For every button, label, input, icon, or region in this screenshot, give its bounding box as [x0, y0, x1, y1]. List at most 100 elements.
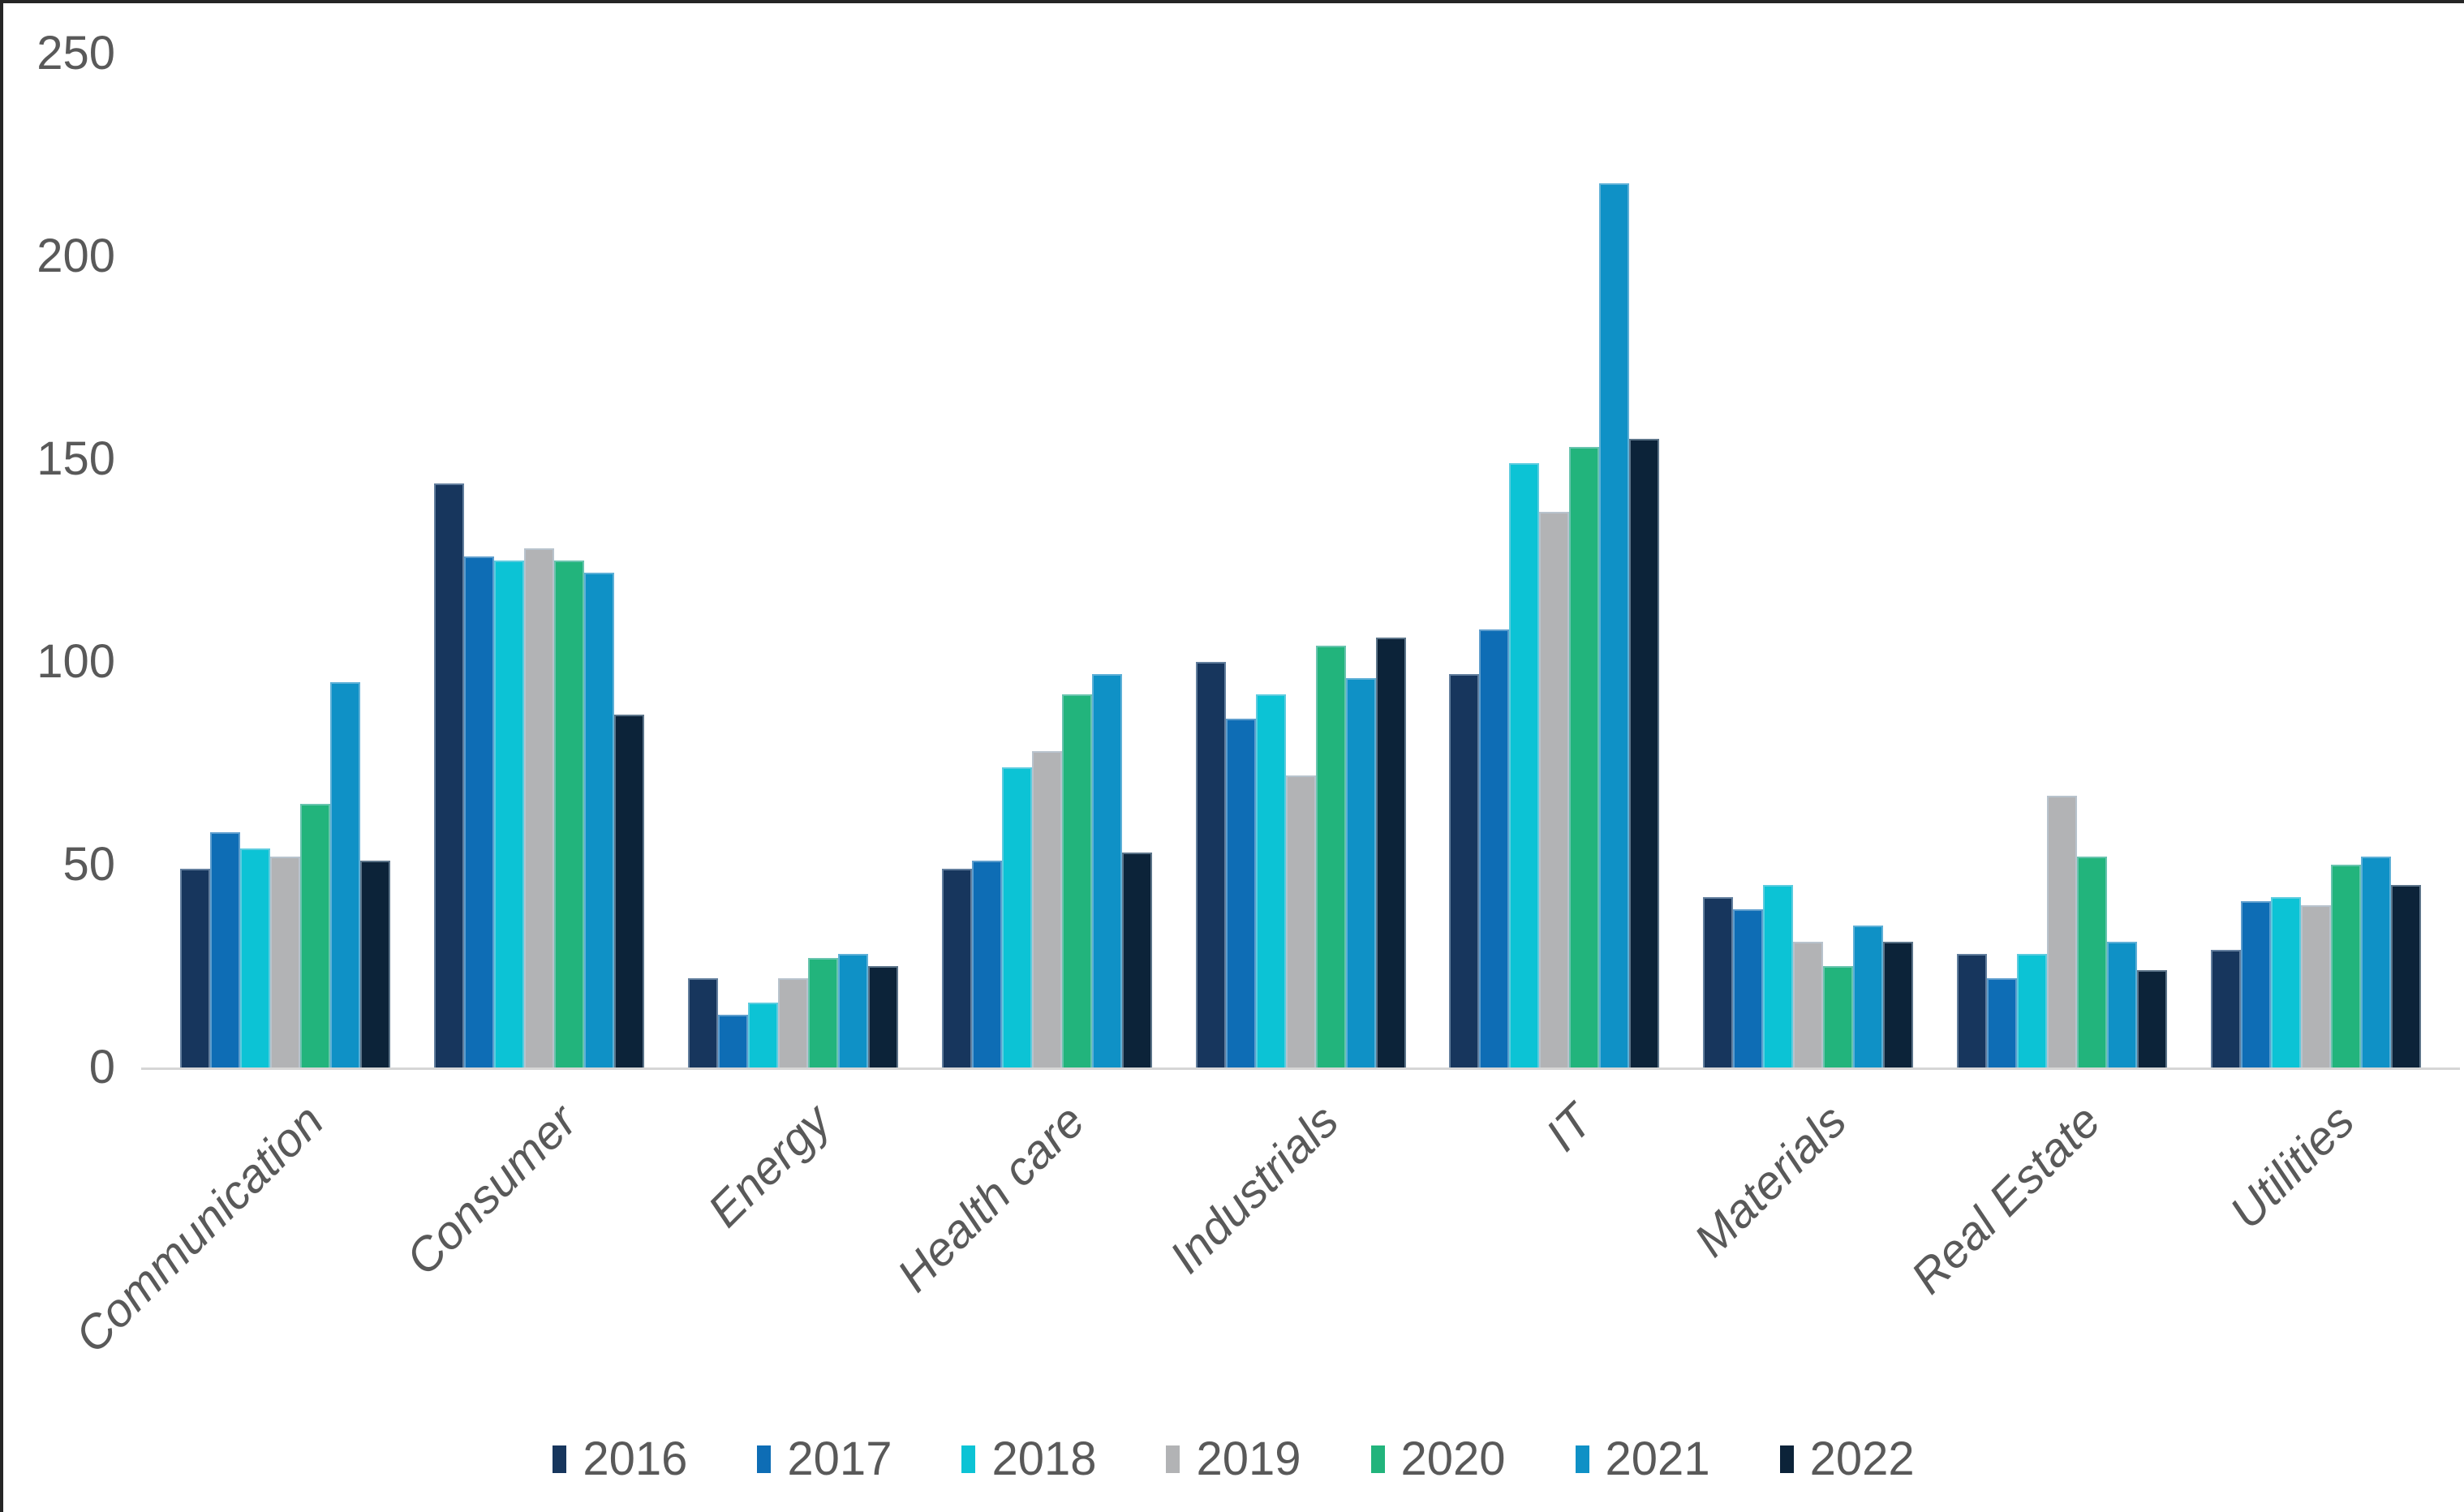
legend-item-2021[interactable]: 2021 — [1575, 1433, 1710, 1486]
legend-item-2017[interactable]: 2017 — [757, 1433, 892, 1486]
bar-group-materials — [1703, 3, 1914, 1067]
bar-group-utilities — [2211, 3, 2421, 1067]
bar-2016-industrials[interactable] — [1195, 662, 1226, 1067]
bar-2017-communication[interactable] — [210, 832, 240, 1067]
bar-2018-utilities[interactable] — [2271, 897, 2301, 1067]
bar-2022-health-care[interactable] — [1121, 853, 1152, 1067]
bar-2021-real-estate[interactable] — [2107, 942, 2138, 1067]
bar-group-energy — [687, 3, 898, 1067]
bar-2022-real-estate[interactable] — [2137, 970, 2168, 1067]
bar-2016-consumer[interactable] — [433, 483, 464, 1067]
legend-swatch-2018 — [961, 1445, 976, 1473]
y-axis-tick-label: 150 — [37, 432, 115, 485]
bar-2020-health-care[interactable] — [1061, 694, 1092, 1067]
bar-2022-energy[interactable] — [867, 966, 898, 1067]
bar-2021-utilities[interactable] — [2361, 857, 2391, 1067]
bar-2022-utilities[interactable] — [2391, 885, 2421, 1067]
bar-2019-health-care[interactable] — [1031, 751, 1062, 1067]
legend-swatch-2017 — [757, 1445, 772, 1473]
bar-2018-it[interactable] — [1509, 463, 1540, 1067]
bar-2016-communication[interactable] — [180, 869, 210, 1067]
bar-2018-consumer[interactable] — [493, 561, 524, 1067]
legend-swatch-2022 — [1779, 1445, 1794, 1473]
x-axis-line — [141, 1067, 2460, 1070]
bar-2021-health-care[interactable] — [1091, 674, 1122, 1067]
bar-2020-communication[interactable] — [300, 804, 330, 1067]
y-axis-tick-label: 0 — [88, 1041, 115, 1093]
bar-2017-utilities[interactable] — [2241, 901, 2271, 1067]
bar-2018-health-care[interactable] — [1001, 767, 1032, 1067]
bar-2016-utilities[interactable] — [2211, 950, 2241, 1067]
bar-2021-energy[interactable] — [837, 954, 868, 1067]
legend-swatch-2021 — [1575, 1445, 1589, 1473]
legend-label: 2021 — [1605, 1433, 1710, 1485]
bar-group-real-estate — [1957, 3, 2168, 1067]
legend-label: 2022 — [1809, 1433, 1915, 1485]
bar-2021-industrials[interactable] — [1345, 678, 1376, 1067]
legend-label: 2020 — [1400, 1433, 1506, 1485]
bar-2022-it[interactable] — [1629, 439, 1660, 1067]
legend-swatch-2019 — [1166, 1445, 1180, 1473]
bar-2021-consumer[interactable] — [583, 573, 614, 1067]
legend-label: 2017 — [787, 1433, 892, 1485]
legend-item-2022[interactable]: 2022 — [1779, 1433, 1915, 1486]
bar-2021-materials[interactable] — [1853, 926, 1884, 1067]
bar-2017-materials[interactable] — [1733, 909, 1764, 1067]
legend-swatch-2020 — [1370, 1445, 1385, 1473]
bar-2017-real-estate[interactable] — [1987, 978, 2018, 1067]
bar-2016-materials[interactable] — [1703, 897, 1734, 1067]
bar-2018-materials[interactable] — [1763, 885, 1794, 1067]
bar-2019-communication[interactable] — [270, 857, 300, 1067]
legend-label: 2018 — [991, 1433, 1097, 1485]
bar-2020-materials[interactable] — [1823, 966, 1854, 1067]
bar-2019-industrials[interactable] — [1285, 775, 1316, 1067]
legend-item-2019[interactable]: 2019 — [1166, 1433, 1301, 1486]
bar-2020-it[interactable] — [1569, 447, 1600, 1067]
bar-2016-real-estate[interactable] — [1957, 954, 1988, 1067]
bar-2021-communication[interactable] — [330, 682, 360, 1067]
bar-2022-industrials[interactable] — [1375, 638, 1406, 1067]
bar-2017-consumer[interactable] — [463, 556, 494, 1067]
bar-2020-energy[interactable] — [807, 958, 838, 1067]
bar-2019-real-estate[interactable] — [2047, 796, 2078, 1067]
bar-2016-energy[interactable] — [687, 978, 718, 1067]
bar-2019-energy[interactable] — [777, 978, 808, 1067]
bar-2017-health-care[interactable] — [971, 861, 1002, 1067]
bar-2019-it[interactable] — [1539, 512, 1570, 1067]
bar-2020-utilities[interactable] — [2331, 865, 2361, 1067]
bar-2019-consumer[interactable] — [523, 548, 554, 1067]
bar-2018-energy[interactable] — [747, 1003, 778, 1067]
bar-group-health-care — [941, 3, 1152, 1067]
bar-2016-health-care[interactable] — [941, 869, 972, 1067]
bar-group-it — [1449, 3, 1660, 1067]
y-axis-tick-label: 100 — [37, 635, 115, 688]
bar-2017-it[interactable] — [1479, 629, 1510, 1067]
y-axis-tick-label: 50 — [62, 838, 115, 891]
bar-2021-it[interactable] — [1599, 183, 1630, 1067]
bar-group-industrials — [1195, 3, 1406, 1067]
legend-item-2016[interactable]: 2016 — [553, 1433, 687, 1486]
bar-group-communication — [180, 3, 390, 1067]
bar-2019-utilities[interactable] — [2301, 905, 2331, 1067]
bar-2022-consumer[interactable] — [613, 715, 644, 1067]
bar-2017-industrials[interactable] — [1225, 719, 1256, 1067]
bar-group-consumer — [433, 3, 644, 1067]
legend-item-2018[interactable]: 2018 — [961, 1433, 1096, 1486]
legend-label: 2016 — [583, 1433, 688, 1485]
legend-label: 2019 — [1196, 1433, 1301, 1485]
bar-2022-materials[interactable] — [1883, 942, 1914, 1067]
bar-2020-industrials[interactable] — [1315, 646, 1346, 1067]
bar-2019-materials[interactable] — [1793, 942, 1824, 1067]
legend-item-2020[interactable]: 2020 — [1370, 1433, 1506, 1486]
bar-2018-real-estate[interactable] — [2017, 954, 2048, 1067]
bar-2018-industrials[interactable] — [1255, 694, 1286, 1067]
bar-2016-it[interactable] — [1449, 674, 1480, 1067]
bar-2022-communication[interactable] — [360, 861, 390, 1067]
bar-2017-energy[interactable] — [717, 1015, 748, 1067]
legend: 2016 2017 2018 2019 2020 2021 2022 — [3, 1433, 2464, 1486]
legend-swatch-2016 — [553, 1445, 567, 1473]
bar-2020-consumer[interactable] — [553, 561, 584, 1067]
bar-2020-real-estate[interactable] — [2077, 857, 2108, 1067]
bar-2018-communication[interactable] — [240, 848, 270, 1067]
